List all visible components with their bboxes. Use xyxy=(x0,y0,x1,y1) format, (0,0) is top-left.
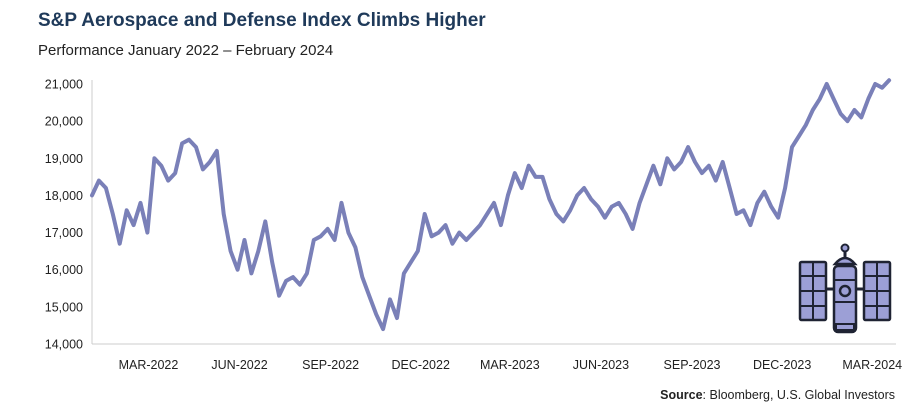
x-tick-label: DEC-2023 xyxy=(753,358,811,372)
y-tick-label: 17,000 xyxy=(45,226,83,240)
x-tick-label: DEC-2022 xyxy=(392,358,450,372)
chart-title: S&P Aerospace and Defense Index Climbs H… xyxy=(38,10,486,31)
y-tick-label: 15,000 xyxy=(45,300,83,314)
x-tick-label: SEP-2022 xyxy=(302,358,359,372)
x-tick-label: MAR-2024 xyxy=(842,358,902,372)
x-tick-label: JUN-2022 xyxy=(211,358,267,372)
chart-subtitle: Performance January 2022 – February 2024 xyxy=(38,42,334,59)
series-line xyxy=(90,78,892,332)
y-axis-ticks: 14,000 15,000 16,000 17,000 18,000 19,000 20,0… xyxy=(45,78,83,352)
y-tick-label: 18,000 xyxy=(45,189,83,203)
y-tick-label: 20,000 xyxy=(45,115,83,129)
source-text: : Bloomberg, U.S. Global Investors xyxy=(702,388,895,402)
y-tick-label: 21,000 xyxy=(45,78,83,92)
y-tick-label: 16,000 xyxy=(45,263,83,277)
x-tick-label: MAR-2022 xyxy=(119,358,179,372)
y-tick-label: 19,000 xyxy=(45,152,83,166)
x-tick-label: SEP-2023 xyxy=(664,358,721,372)
satellite-icon xyxy=(798,243,892,334)
y-tick-label: 14,000 xyxy=(45,338,83,352)
source-label: Source xyxy=(660,388,703,402)
x-tick-label: MAR-2023 xyxy=(480,358,540,372)
source-note: Source: Bloomberg, U.S. Global Investors xyxy=(660,388,895,402)
x-axis-ticks: MAR-2022 JUN-2022 SEP-2022 DEC-2022 MAR-2023… xyxy=(119,358,903,372)
x-tick-label: JUN-2023 xyxy=(573,358,629,372)
